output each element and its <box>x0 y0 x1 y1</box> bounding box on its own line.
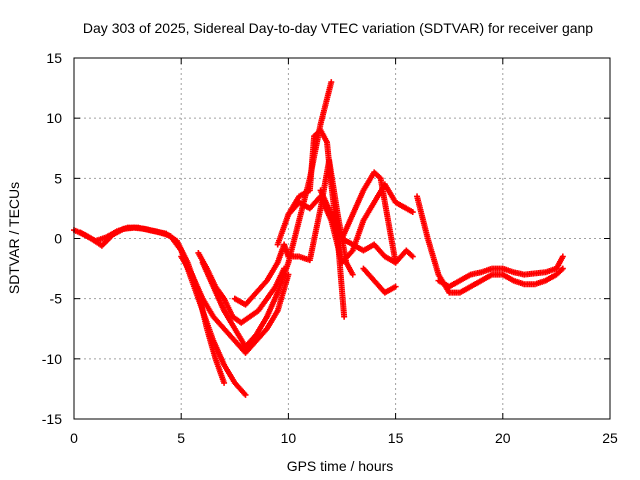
data-point <box>221 379 228 386</box>
series-prn-8 <box>285 157 356 278</box>
y-tick-label: 0 <box>54 231 62 247</box>
y-tick-label: 10 <box>46 110 62 126</box>
series-prn-12 <box>360 265 399 296</box>
x-tick-label: 25 <box>602 430 618 446</box>
y-tick-label: -15 <box>42 411 62 427</box>
data-point <box>242 391 249 398</box>
data-point <box>341 313 348 320</box>
series-prn-13 <box>414 193 566 296</box>
y-axis-label: SDTVAR / TECUs <box>6 182 22 294</box>
series-prn-3 <box>178 253 292 356</box>
x-tick-label: 15 <box>388 430 404 446</box>
x-tick-label: 20 <box>495 430 511 446</box>
data-point <box>559 253 566 260</box>
data-point <box>349 271 356 278</box>
series-prn-11 <box>339 169 399 266</box>
data-points <box>71 79 566 398</box>
grid-lines <box>74 58 610 419</box>
data-point <box>559 265 566 272</box>
data-point <box>409 209 416 216</box>
x-axis-label: GPS time / hours <box>287 458 394 474</box>
x-tick-label: 10 <box>281 430 297 446</box>
y-tick-label: -5 <box>50 291 63 307</box>
data-point <box>392 259 399 266</box>
y-tick-label: -10 <box>42 351 62 367</box>
y-tick-label: 5 <box>54 170 62 186</box>
series-prn-7 <box>274 127 348 320</box>
data-point <box>392 283 399 290</box>
axis-ticks: 0 5 10 15 20 25 -15 -10 -5 0 5 10 15 <box>42 50 618 446</box>
chart-title: Day 303 of 2025, Sidereal Day-to-day VTE… <box>83 20 593 36</box>
series-prn-14 <box>435 253 566 290</box>
x-tick-label: 5 <box>177 430 185 446</box>
data-point <box>328 79 335 86</box>
y-tick-label: 15 <box>46 50 62 66</box>
data-point <box>409 253 416 260</box>
x-tick-label: 0 <box>70 430 78 446</box>
